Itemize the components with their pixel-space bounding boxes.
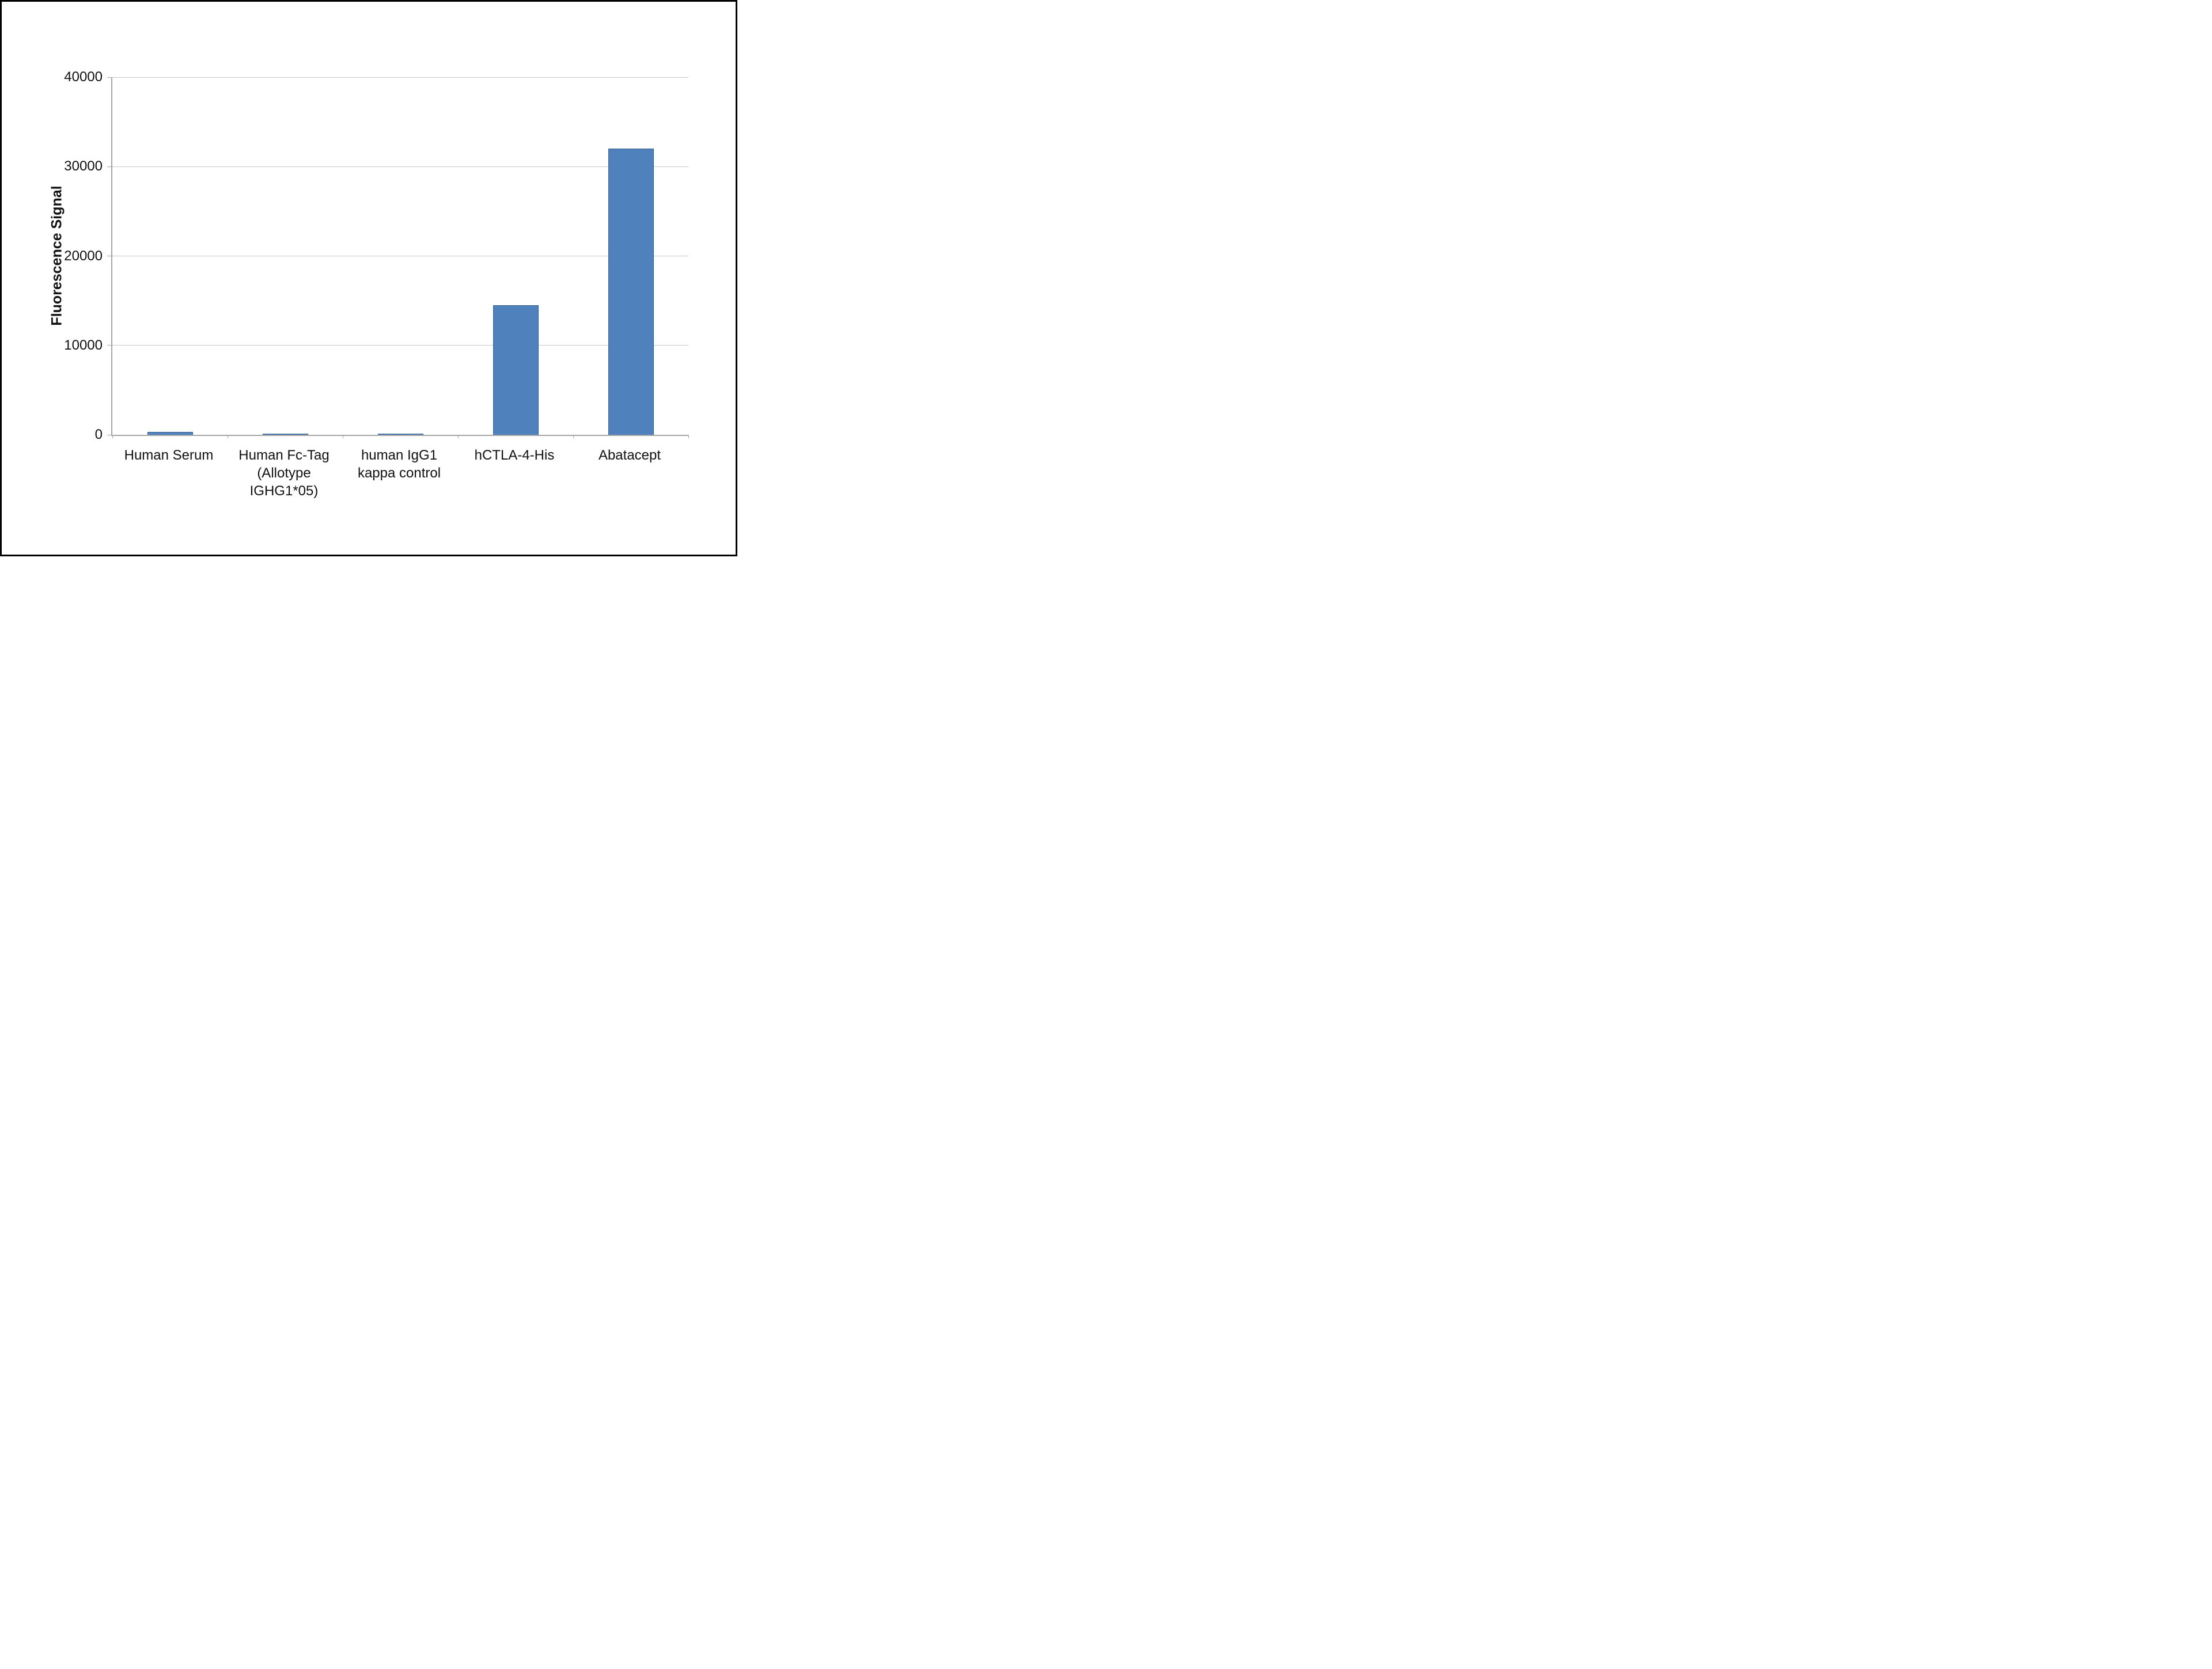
y-tick-label-0: 0 [94, 427, 103, 442]
x-category-label-hctla-4-his: hCTLA-4-His [474, 447, 555, 463]
x-tick-mark-0 [112, 435, 113, 438]
bar-hctla-4-his [493, 305, 539, 435]
x-category-label-human-serum: Human Serum [124, 447, 214, 463]
x-category-label-human-fc-tag-allotype-ighg1-05: Human Fc-Tag (Allotype IGHG1*05) [238, 447, 329, 499]
y-tick-mark-10000 [107, 345, 111, 346]
x-category-label-abatacept: Abatacept [598, 447, 661, 463]
category-cell-human-serum [112, 77, 228, 435]
bar-human-igg1-kappa-control [377, 434, 423, 435]
bar-human-serum [147, 432, 193, 435]
category-cell-human-igg1-kappa-control [343, 77, 458, 435]
x-category-label-human-igg1-kappa-control: human IgG1 kappa control [357, 447, 441, 481]
category-cell-abatacept [573, 77, 688, 435]
bar-abatacept [608, 149, 654, 435]
x-tick-mark-5 [688, 435, 689, 438]
gridline-10000 [112, 345, 688, 346]
y-tick-label-40000: 40000 [64, 69, 103, 85]
bars-layer [112, 77, 688, 435]
category-cell-human-fc-tag-allotype-ighg1-05 [228, 77, 343, 435]
gridline-30000 [112, 166, 688, 167]
x-axis-category-labels: Human Serum Human Fc-Tag (Allotype IGHG1*… [111, 446, 687, 500]
plot-area [107, 77, 689, 438]
y-tick-mark-30000 [107, 166, 111, 167]
y-tick-mark-40000 [107, 77, 111, 78]
y-tick-label-20000: 20000 [64, 248, 103, 264]
y-tick-label-10000: 10000 [64, 337, 103, 353]
chart-figure: Fluorescence Signal 0 10000 20000 30000 4000… [0, 0, 737, 556]
x-tick-mark-3 [457, 435, 459, 438]
y-tick-label-30000: 30000 [64, 158, 103, 175]
gridline-40000 [112, 77, 688, 78]
x-tick-mark-4 [573, 435, 574, 438]
category-cell-hctla-4-his [458, 77, 573, 435]
bar-human-fc-tag-allotype-ighg1-05 [262, 434, 308, 435]
